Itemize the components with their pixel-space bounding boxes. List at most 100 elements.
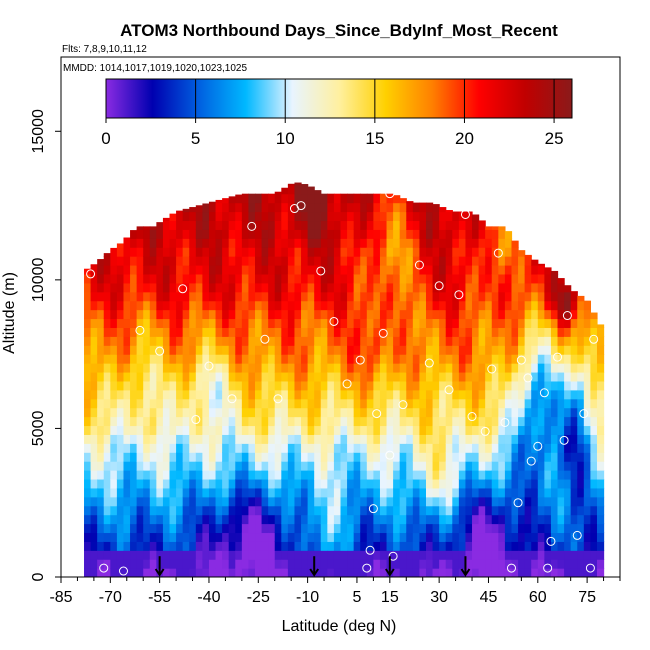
heatmap-cell bbox=[116, 434, 125, 444]
heatmap-cell bbox=[386, 363, 394, 373]
heatmap-cell bbox=[577, 398, 585, 409]
heatmap-cell bbox=[123, 416, 131, 427]
heatmap-cell bbox=[564, 336, 572, 346]
heatmap-cell bbox=[412, 487, 421, 498]
heatmap-cell bbox=[432, 318, 440, 328]
heatmap-cell bbox=[176, 247, 184, 257]
heatmap-cell bbox=[432, 487, 440, 498]
heatmap-cell bbox=[366, 309, 374, 320]
heatmap-cell bbox=[425, 514, 434, 525]
heatmap-cell bbox=[425, 282, 434, 293]
heatmap-cell bbox=[327, 238, 335, 248]
heatmap-cell bbox=[156, 478, 164, 489]
heatmap-cell bbox=[248, 202, 256, 213]
heatmap-cell bbox=[241, 443, 250, 453]
heatmap-cell bbox=[465, 380, 473, 391]
heatmap-cell bbox=[241, 470, 250, 480]
heatmap-cell bbox=[524, 300, 532, 311]
heatmap-cell bbox=[366, 247, 374, 257]
heatmap-cell bbox=[472, 354, 480, 364]
heatmap-cell bbox=[353, 407, 361, 418]
heatmap-cell bbox=[353, 282, 361, 293]
heatmap-cell bbox=[195, 336, 203, 346]
heatmap-cell bbox=[143, 226, 151, 230]
heatmap-cell bbox=[439, 568, 447, 577]
heatmap-cell bbox=[432, 443, 440, 453]
heatmap-cell bbox=[287, 559, 296, 569]
heatmap-cell bbox=[149, 354, 157, 364]
heatmap-cell bbox=[143, 291, 151, 302]
heatmap-cell bbox=[518, 416, 526, 427]
heatmap-cell bbox=[268, 265, 276, 275]
heatmap-cell bbox=[524, 345, 532, 355]
heatmap-cell bbox=[116, 541, 125, 551]
heatmap-cell bbox=[491, 425, 499, 435]
heatmap-cell bbox=[458, 389, 467, 400]
heatmap-cell bbox=[301, 371, 309, 382]
heatmap-cell bbox=[419, 247, 427, 257]
heatmap-cell bbox=[465, 407, 473, 418]
heatmap-cell bbox=[307, 416, 315, 427]
heatmap-cell bbox=[432, 470, 440, 480]
heatmap-cell bbox=[518, 478, 526, 489]
heatmap-cell bbox=[333, 389, 342, 400]
heatmap-cell bbox=[353, 434, 361, 444]
heatmap-cell bbox=[518, 425, 526, 435]
heatmap-cell bbox=[564, 363, 572, 373]
heatmap-cell bbox=[590, 407, 598, 418]
heatmap-cell bbox=[399, 265, 407, 275]
heatmap-cell bbox=[412, 514, 421, 525]
heatmap-cell bbox=[531, 273, 539, 284]
heatmap-cell bbox=[511, 532, 519, 542]
heatmap-cell bbox=[360, 487, 368, 498]
heatmap-cell bbox=[386, 256, 394, 266]
heatmap-cell bbox=[583, 478, 592, 489]
heatmap-cell bbox=[110, 478, 118, 489]
heatmap-cell bbox=[97, 336, 105, 346]
x-tick-label: -85 bbox=[49, 589, 72, 606]
heatmap-cell bbox=[550, 291, 559, 302]
heatmap-cell bbox=[261, 380, 269, 391]
heatmap-cell bbox=[90, 389, 98, 400]
heatmap-cell bbox=[393, 300, 401, 311]
heatmap-cell bbox=[222, 265, 230, 275]
heatmap-cell bbox=[472, 220, 480, 230]
heatmap-cell bbox=[570, 291, 578, 293]
heatmap-cell bbox=[379, 416, 388, 427]
heatmap-cell bbox=[130, 389, 138, 400]
heatmap-cell bbox=[458, 256, 467, 266]
heatmap-cell bbox=[110, 568, 118, 577]
heatmap-cell bbox=[189, 265, 197, 275]
heatmap-cell bbox=[557, 496, 565, 507]
heatmap-cell bbox=[531, 443, 539, 453]
heatmap-cell bbox=[182, 363, 190, 373]
heatmap-cell bbox=[281, 487, 289, 498]
heatmap-cell bbox=[491, 345, 499, 355]
heatmap-cell bbox=[452, 345, 460, 355]
heatmap-cell bbox=[97, 363, 105, 373]
heatmap-cell bbox=[406, 407, 414, 418]
heatmap-cell bbox=[301, 309, 309, 320]
heatmap-cell bbox=[222, 327, 230, 337]
sample-point bbox=[178, 284, 188, 294]
heatmap-cell bbox=[103, 300, 111, 311]
heatmap-cell bbox=[531, 461, 539, 471]
heatmap-cell bbox=[261, 193, 269, 204]
heatmap-cell bbox=[103, 434, 111, 444]
heatmap-cell bbox=[90, 265, 98, 275]
heatmap-cell bbox=[596, 363, 605, 373]
heatmap-cell bbox=[511, 559, 519, 569]
heatmap-cell bbox=[531, 291, 539, 302]
heatmap-cell bbox=[202, 291, 210, 302]
heatmap-cell bbox=[504, 389, 513, 400]
heatmap-cell bbox=[511, 425, 519, 435]
heatmap-cell bbox=[97, 461, 105, 471]
heatmap-cell bbox=[110, 300, 118, 311]
heatmap-cell bbox=[208, 514, 217, 525]
heatmap-cell bbox=[366, 505, 374, 516]
heatmap-cell bbox=[116, 550, 125, 560]
heatmap-cell bbox=[169, 238, 177, 248]
heatmap-cell bbox=[518, 265, 526, 275]
heatmap-cell bbox=[320, 487, 328, 498]
heatmap-cell bbox=[412, 550, 421, 560]
